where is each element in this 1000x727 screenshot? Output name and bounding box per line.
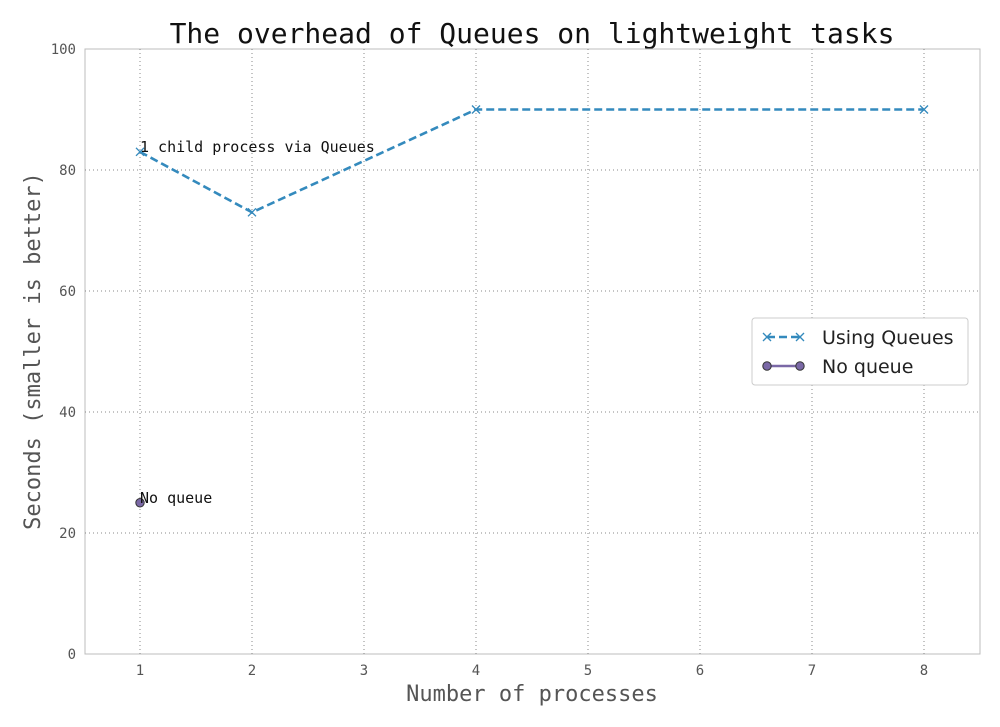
series-line-using-queues (139, 108, 924, 214)
data-point-using-queues (919, 105, 929, 114)
y-tick-label: 20 (59, 526, 76, 542)
marker-stroke (471, 105, 481, 114)
marker-stroke (247, 207, 257, 217)
x-tick-label: 4 (472, 663, 480, 679)
x-tick-label: 6 (696, 663, 704, 679)
x-tick-label: 1 (136, 663, 144, 679)
y-tick-label: 40 (59, 405, 76, 421)
x-tick-label: 7 (808, 663, 816, 679)
data-point-using-queues (247, 207, 257, 217)
marker-stroke (919, 105, 929, 114)
y-axis-label: Seconds (smaller is better) (21, 172, 46, 530)
legend-marker (762, 332, 772, 342)
x-tick-label: 5 (584, 663, 592, 679)
y-tick-label: 0 (68, 647, 76, 663)
legend-marker (795, 361, 805, 371)
data-point-using-queues (135, 147, 145, 157)
marker-stroke (795, 332, 805, 342)
legend-label: No queue (822, 356, 913, 378)
x-tick-label: 2 (248, 663, 256, 679)
legend-box (751, 317, 969, 386)
x-tick-label: 8 (920, 663, 928, 679)
marker-stroke (762, 332, 772, 342)
chart-title: The overhead of Queues on lightweight ta… (170, 17, 895, 50)
legend-marker (762, 361, 772, 371)
data-point-using-queues (471, 105, 481, 114)
data-point-no-queue (135, 498, 145, 508)
x-tick-label: 3 (360, 663, 368, 679)
legend-marker (795, 332, 805, 342)
annotation-label: 1 child process via Queues (140, 138, 375, 156)
legend: Using Queues No queue (751, 317, 969, 386)
series-layer (135, 105, 929, 508)
y-tick-label: 80 (59, 163, 76, 179)
annotations: 1 child process via Queues No queue (140, 138, 375, 507)
legend-label: Using Queues (822, 327, 954, 349)
grid (85, 49, 980, 654)
marker-stroke (135, 147, 145, 157)
x-axis-label: Number of processes (406, 682, 658, 707)
annotation-label: No queue (140, 489, 212, 507)
y-tick-label: 100 (51, 42, 76, 58)
y-tick-label: 60 (59, 284, 76, 300)
